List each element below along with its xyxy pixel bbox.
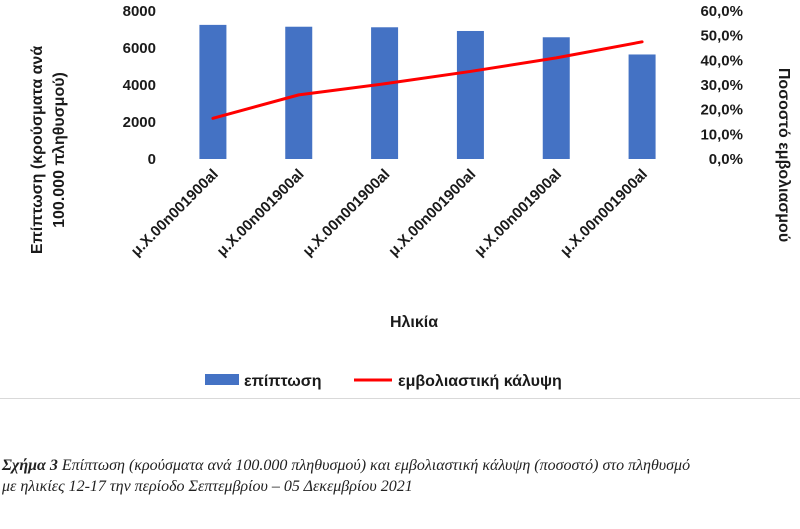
divider <box>0 398 800 399</box>
legend: επίπτωση εμβολιαστική κάλυψη <box>205 373 562 390</box>
y2-tick-label: 10,0% <box>700 126 743 143</box>
x-tick-label: μ.Χ.00n001900al <box>299 166 393 260</box>
coverage-line <box>211 40 644 120</box>
y-tick-label: 0 <box>148 151 156 168</box>
y-tick-label: 6000 <box>123 40 156 57</box>
y2-tick-label: 50,0% <box>700 28 743 45</box>
caption-text: Επίπτωση (κρούσματα ανά 100.000 πληθυσμο… <box>2 457 691 495</box>
x-tick-label: μ.Χ.00n001900al <box>214 166 308 260</box>
y-tick-label: 2000 <box>123 114 156 131</box>
bar <box>628 54 656 159</box>
y2-tick-label: 0,0% <box>709 151 743 168</box>
bar-series <box>199 24 656 160</box>
x-tick-label: μ.Χ.00n001900al <box>128 166 222 260</box>
x-tick-label: μ.Χ.00n001900al <box>471 166 565 260</box>
y-tick-label: 4000 <box>123 77 156 94</box>
x-tick-label: μ.Χ.00n001900al <box>557 166 651 260</box>
y-axis-title-line-2: 100.000 πληθυσμού) <box>51 72 68 228</box>
y2-tick-label: 30,0% <box>700 77 743 94</box>
figure-caption: Σχήμα 3 Επίπτωση (κρούσματα ανά 100.000 … <box>2 455 702 497</box>
y-axis-title-line-1: Επίπτωση (κρούσματα ανά <box>29 46 46 255</box>
y2-tick-label: 60,0% <box>700 3 743 20</box>
bar <box>371 27 399 160</box>
line-series <box>211 40 644 120</box>
legend-bar-swatch <box>205 374 239 385</box>
combo-chart: 0 2000 4000 6000 8000 0,0% 10,0% 20,0% 30,0% 40,… <box>29 3 792 390</box>
legend-bar-label: επίπτωση <box>244 373 321 390</box>
bar <box>456 30 484 160</box>
legend-line-label: εμβολιαστική κάλυψη <box>398 373 562 390</box>
y2-tick-label: 40,0% <box>700 52 743 69</box>
x-tick-label: μ.Χ.00n001900al <box>385 166 479 260</box>
y-tick-label: 8000 <box>123 3 156 20</box>
y2-axis-title: Ποσοστό εμβολιασμού <box>775 68 792 242</box>
caption-label: Σχήμα 3 <box>2 457 58 474</box>
y-axis-ticks: 0 2000 4000 6000 8000 <box>123 3 156 168</box>
y2-tick-label: 20,0% <box>700 102 743 119</box>
y2-axis-ticks: 0,0% 10,0% 20,0% 30,0% 40,0% 50,0% 60,0% <box>700 3 743 168</box>
x-axis-ticks: μ.Χ.00n001900alμ.Χ.00n001900alμ.Χ.00n001… <box>128 166 651 260</box>
x-axis-title: Ηλικία <box>390 314 438 331</box>
bar <box>199 24 227 159</box>
